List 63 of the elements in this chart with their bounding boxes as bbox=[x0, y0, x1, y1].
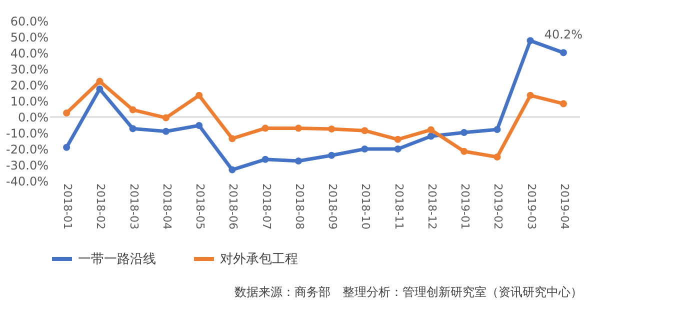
x-tick-label: 2018-04 bbox=[160, 184, 174, 230]
point bbox=[96, 85, 104, 93]
point bbox=[196, 92, 203, 99]
point bbox=[494, 126, 501, 134]
point bbox=[328, 125, 336, 133]
point bbox=[494, 153, 501, 161]
point bbox=[262, 124, 269, 132]
y-tick-label: 50.0% bbox=[10, 30, 48, 44]
x-tick-label: 2018-01 bbox=[61, 184, 74, 230]
source-note: 数据来源：商务部 整理分析：管理创新研究室（资讯研究中心） bbox=[234, 285, 582, 299]
x-tick-label: 2018-06 bbox=[226, 184, 240, 230]
point bbox=[162, 114, 170, 122]
x-tick-label: 2018-08 bbox=[292, 184, 306, 230]
point bbox=[394, 145, 402, 153]
x-tick-label: 2019-01 bbox=[458, 184, 472, 230]
point bbox=[294, 124, 302, 132]
point bbox=[228, 135, 236, 142]
point bbox=[328, 152, 336, 159]
point bbox=[560, 49, 567, 56]
point bbox=[427, 126, 434, 134]
point bbox=[460, 128, 468, 136]
x-tick-label: 2019-03 bbox=[524, 184, 538, 230]
y-tick-label: -40.0% bbox=[6, 174, 48, 188]
x-tick-label: 2018-10 bbox=[359, 184, 372, 230]
point bbox=[196, 122, 203, 130]
x-tick-label: 2018-11 bbox=[392, 184, 406, 230]
point bbox=[460, 148, 468, 155]
point bbox=[96, 78, 104, 85]
y-tick-label: -10.0% bbox=[6, 126, 48, 140]
x-tick-label: 2018-09 bbox=[326, 184, 340, 230]
y-tick-label: 40.0% bbox=[10, 46, 48, 60]
x-tick-label: 2018-05 bbox=[194, 184, 207, 230]
x-tick-label: 2018-03 bbox=[127, 184, 140, 230]
y-tick-label: 10.0% bbox=[10, 94, 48, 108]
point bbox=[394, 136, 402, 143]
y-tick-label: -20.0% bbox=[6, 142, 48, 156]
data-label: 40.2% bbox=[544, 28, 582, 42]
legend-label: 对外承包工程 bbox=[220, 252, 298, 267]
y-tick-label: 20.0% bbox=[10, 78, 48, 92]
point bbox=[262, 156, 269, 163]
point bbox=[294, 157, 302, 165]
y-tick-label: 30.0% bbox=[10, 62, 48, 76]
x-tick-label: 2018-02 bbox=[94, 184, 108, 230]
x-tick-label: 2019-02 bbox=[492, 184, 505, 230]
point bbox=[427, 132, 434, 140]
point bbox=[162, 128, 170, 135]
x-tick-label: 2018-12 bbox=[425, 184, 438, 230]
point bbox=[129, 106, 136, 114]
y-tick-label: -30.0% bbox=[6, 158, 48, 172]
point bbox=[63, 144, 70, 151]
point bbox=[228, 166, 236, 174]
point bbox=[560, 100, 567, 108]
point bbox=[63, 109, 70, 117]
point bbox=[361, 127, 368, 134]
legend-label: 一带一路沿线 bbox=[78, 252, 156, 267]
y-tick-label: 0.0% bbox=[18, 110, 48, 124]
point bbox=[129, 125, 136, 132]
x-tick-label: 2019-04 bbox=[558, 184, 571, 230]
x-tick-label: 2018-07 bbox=[260, 184, 273, 230]
point bbox=[361, 145, 368, 153]
y-tick-label: 60.0% bbox=[10, 14, 48, 28]
point bbox=[526, 37, 534, 44]
point bbox=[526, 92, 534, 99]
